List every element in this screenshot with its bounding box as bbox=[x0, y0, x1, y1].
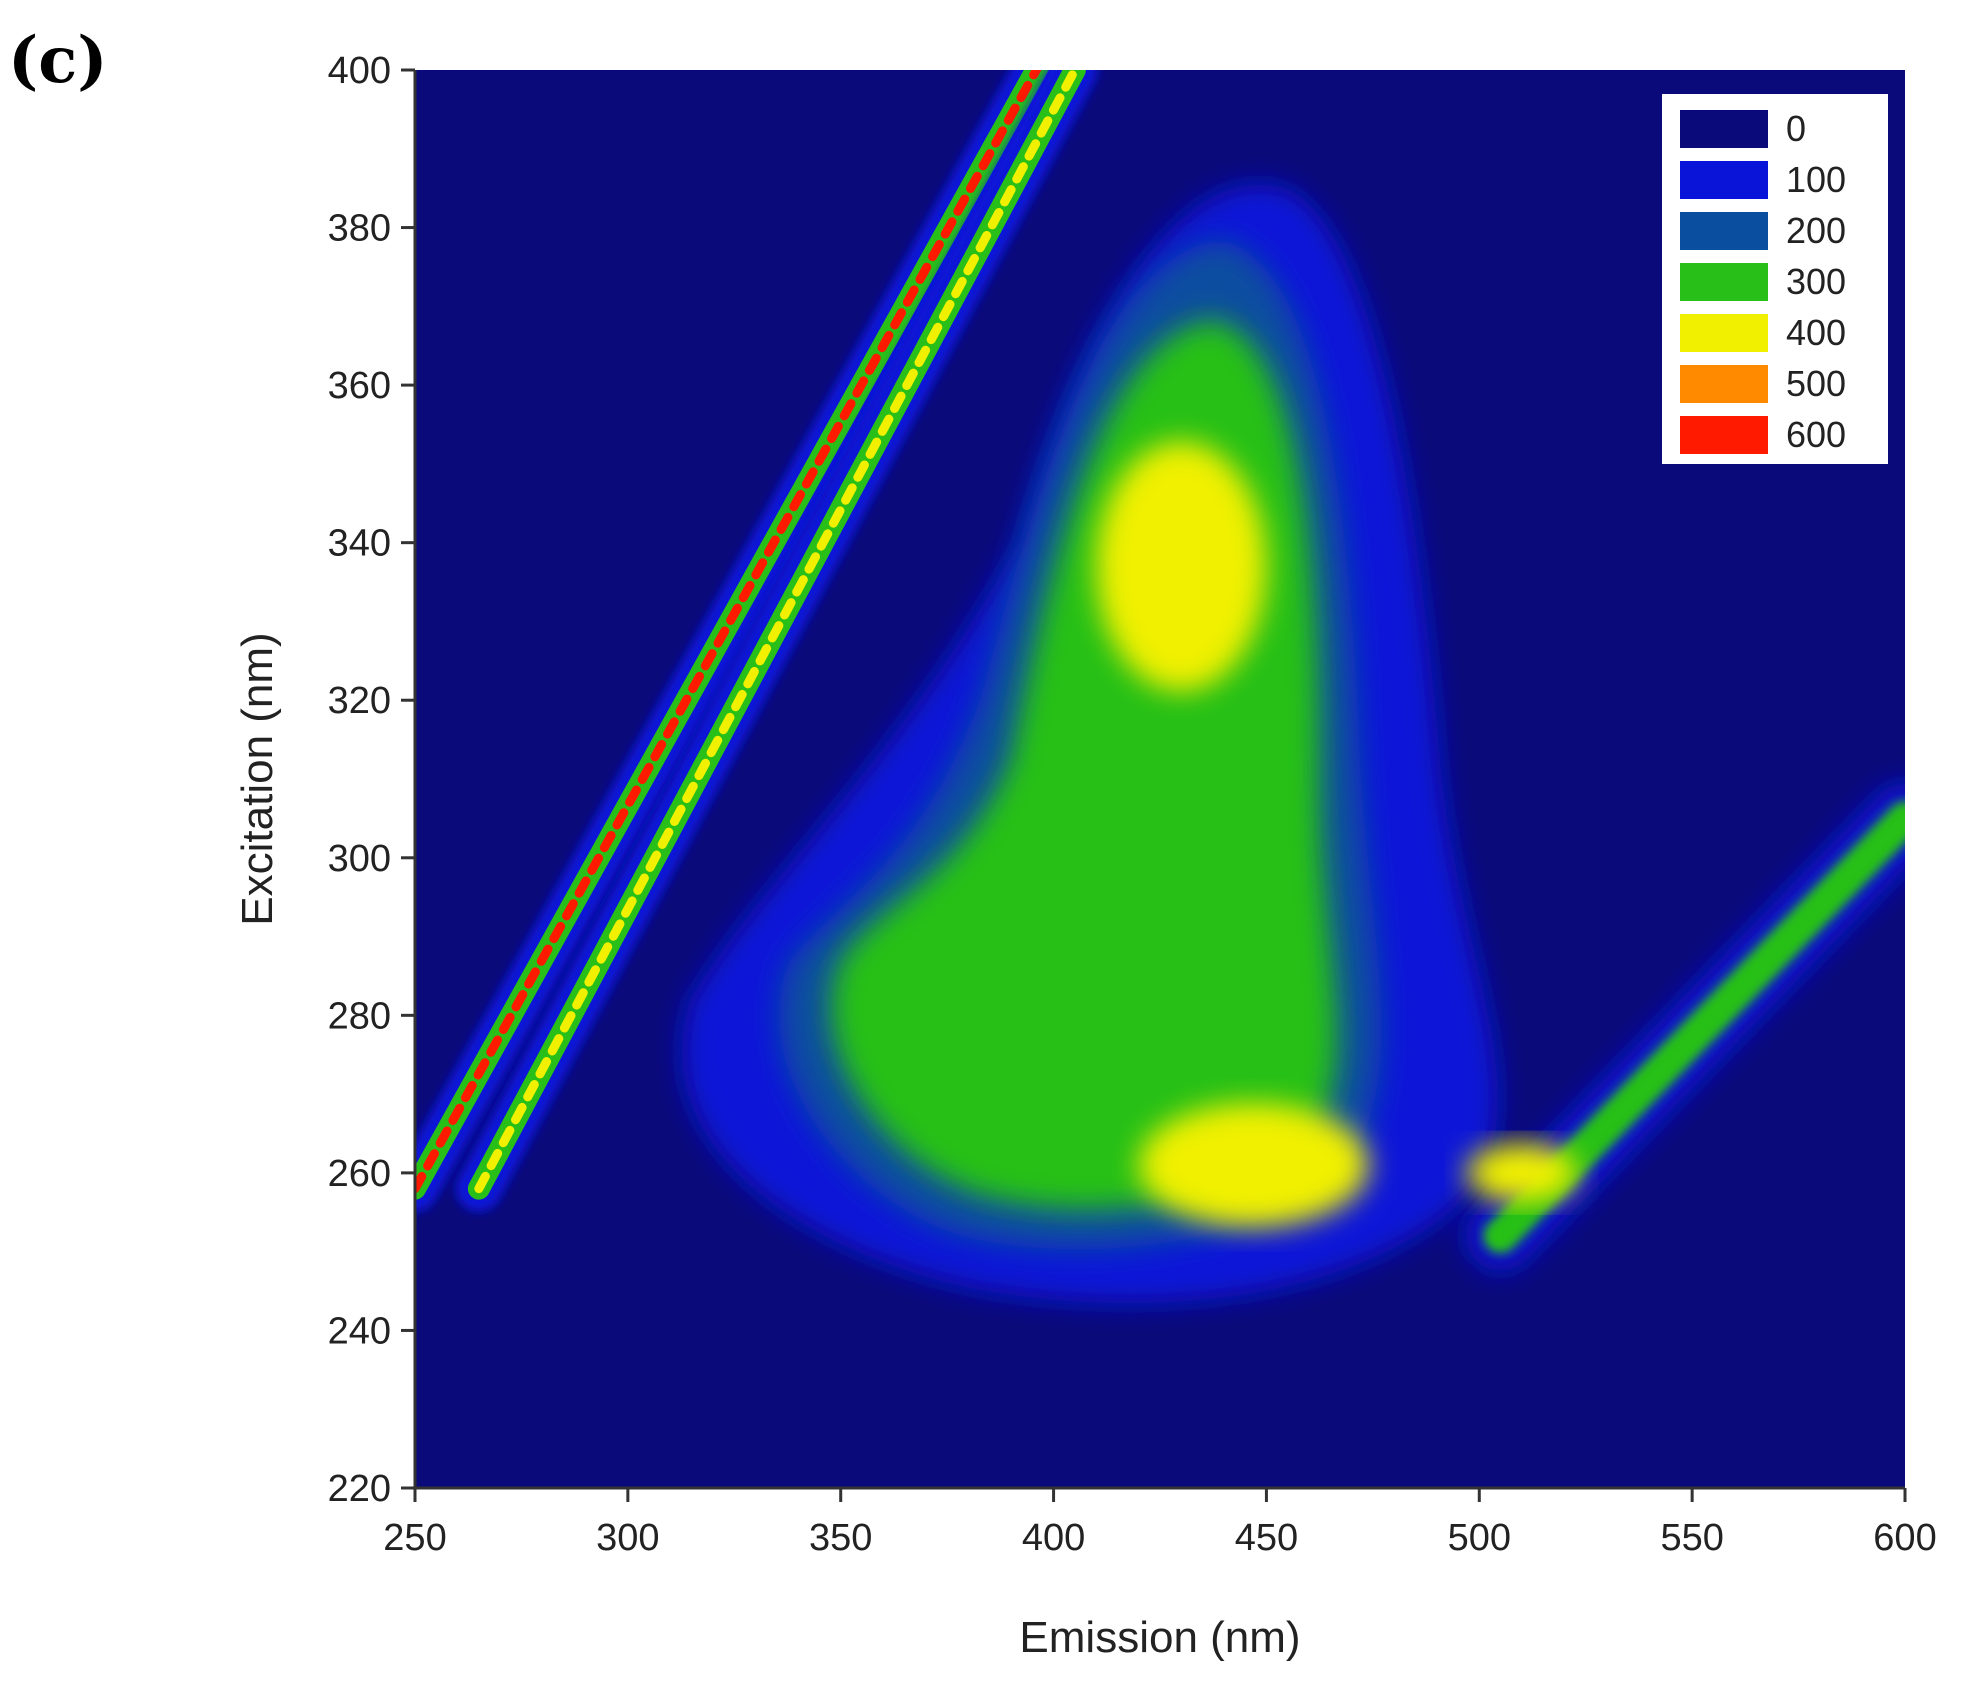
y-tick-label-340: 340 bbox=[328, 523, 391, 565]
legend-label-0: 0 bbox=[1786, 108, 1806, 149]
x-tick-label-550: 550 bbox=[1660, 1517, 1723, 1559]
y-tick-label-260: 260 bbox=[328, 1153, 391, 1195]
intensity-surface bbox=[415, 70, 1905, 1304]
x-tick-label-450: 450 bbox=[1235, 1517, 1298, 1559]
y-axis-title: Excitation (nm) bbox=[233, 632, 282, 925]
legend-swatch-0 bbox=[1680, 110, 1768, 148]
legend-label-600: 600 bbox=[1786, 414, 1846, 455]
y-tick-label-280: 280 bbox=[328, 995, 391, 1037]
peak-2 bbox=[1138, 1103, 1369, 1228]
y-tick-label-300: 300 bbox=[328, 838, 391, 880]
legend-label-400: 400 bbox=[1786, 312, 1846, 353]
legend-swatch-200 bbox=[1680, 212, 1768, 250]
y-tick-label-400: 400 bbox=[328, 50, 391, 92]
x-tick-label-500: 500 bbox=[1448, 1517, 1511, 1559]
x-tick-label-400: 400 bbox=[1022, 1517, 1085, 1559]
scatter-line-core-2 bbox=[474, 70, 1080, 1194]
y-tick-label-380: 380 bbox=[328, 208, 391, 250]
x-tick-label-300: 300 bbox=[596, 1517, 659, 1559]
x-tick-label-600: 600 bbox=[1873, 1517, 1936, 1559]
legend-swatch-300 bbox=[1680, 263, 1768, 301]
legend-swatch-600 bbox=[1680, 416, 1768, 454]
legend-label-300: 300 bbox=[1786, 261, 1846, 302]
scatter-line-core-1 bbox=[415, 70, 1042, 1194]
y-tick-label-360: 360 bbox=[328, 365, 391, 407]
peak-1 bbox=[1096, 441, 1267, 692]
legend-label-200: 200 bbox=[1786, 210, 1846, 251]
legend: 0 100 200 300 400 500 600 bbox=[1662, 94, 1888, 464]
plot-area bbox=[415, 70, 1905, 1488]
panel-label: (c) bbox=[8, 23, 108, 98]
legend-swatch-500 bbox=[1680, 365, 1768, 403]
peak-3 bbox=[1466, 1142, 1577, 1203]
legend-label-500: 500 bbox=[1786, 363, 1846, 404]
axes: 250 300 350 400 450 500 550 600 220 240 260 280 300 3… bbox=[328, 50, 1937, 1559]
x-axis-title: Emission (nm) bbox=[1019, 1613, 1300, 1662]
x-tick-label-250: 250 bbox=[383, 1517, 446, 1559]
y-tick-label-240: 240 bbox=[328, 1310, 391, 1352]
legend-swatch-100 bbox=[1680, 161, 1768, 199]
legend-label-100: 100 bbox=[1786, 159, 1846, 200]
y-tick-label-320: 320 bbox=[328, 680, 391, 722]
y-tick-label-220: 220 bbox=[328, 1468, 391, 1510]
x-tick-label-350: 350 bbox=[809, 1517, 872, 1559]
legend-swatch-400 bbox=[1680, 314, 1768, 352]
